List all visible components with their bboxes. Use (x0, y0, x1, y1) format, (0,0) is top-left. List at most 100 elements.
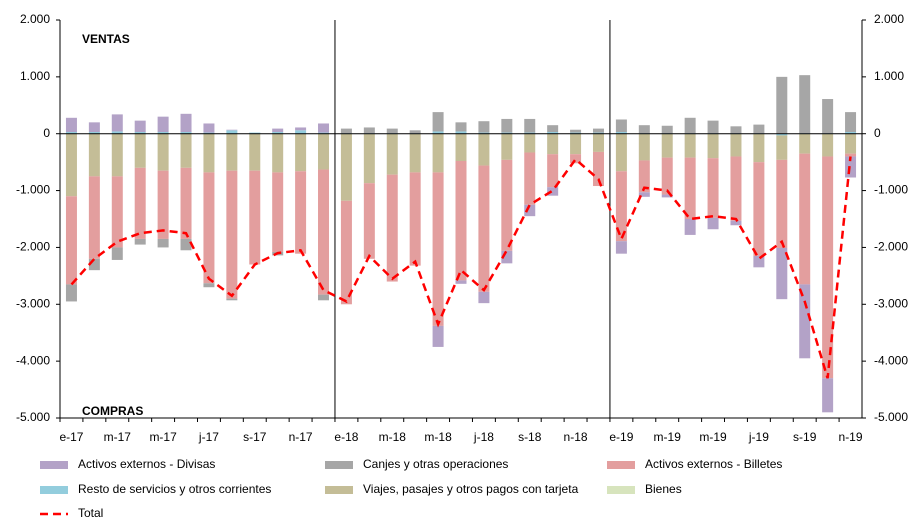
x-tick-label: s-19 (793, 430, 817, 444)
bar (455, 131, 467, 134)
bar (776, 247, 788, 300)
bar (111, 114, 123, 132)
x-tick-label: e-17 (59, 430, 83, 444)
bar (592, 133, 604, 152)
bar (776, 76, 788, 134)
bar (88, 258, 100, 271)
bar (478, 133, 490, 166)
y2-tick-label: 1.000 (874, 69, 904, 83)
bar (111, 176, 123, 248)
bar (845, 112, 857, 133)
x-tick-label: e-18 (334, 430, 358, 444)
bar (226, 129, 238, 131)
y-tick-label: -3.000 (16, 296, 50, 310)
bar (111, 131, 123, 134)
bar (570, 154, 582, 164)
bar (111, 247, 123, 260)
total-line (70, 156, 852, 379)
y-tick-label: -4.000 (16, 353, 50, 367)
bar (157, 132, 169, 134)
bar (638, 192, 650, 197)
bar (180, 133, 192, 168)
x-tick-label: m-19 (699, 430, 727, 444)
bar (134, 133, 146, 168)
legend-label: Resto de servicios y otros corrientes (78, 482, 271, 496)
legend-swatch (607, 486, 635, 494)
legend-label: Canjes y otras operaciones (363, 457, 508, 471)
bar (180, 238, 192, 251)
bar (478, 291, 490, 304)
bar (822, 99, 834, 134)
legend-label: Activos externos - Divisas (78, 457, 215, 471)
bar (226, 170, 238, 299)
bar (409, 130, 421, 134)
bar (295, 171, 307, 254)
bar (661, 133, 673, 158)
legend-label: Bienes (645, 482, 682, 496)
bar (295, 127, 307, 131)
bar (753, 255, 765, 268)
bar (455, 161, 467, 281)
bar (501, 250, 513, 264)
y2-tick-label: -3.000 (874, 296, 908, 310)
bar (684, 133, 696, 158)
x-tick-label: j-18 (473, 430, 494, 444)
y-tick-label: 0 (43, 126, 50, 140)
y-tick-label: 2.000 (20, 12, 50, 26)
legend-label: Activos externos - Billetes (645, 457, 782, 471)
bar (134, 120, 146, 133)
bar (157, 116, 169, 133)
bar (203, 132, 215, 134)
x-tick-label: n-17 (289, 430, 313, 444)
bar (547, 154, 559, 188)
bar (615, 119, 627, 133)
bar (547, 133, 559, 155)
bar (799, 133, 811, 154)
annotation-ventas: VENTAS (82, 32, 130, 46)
bar (272, 128, 284, 133)
bar (776, 159, 788, 248)
y2-tick-label: -5.000 (874, 410, 908, 424)
bar (592, 128, 604, 133)
bar (88, 176, 100, 259)
bar (707, 120, 719, 134)
bar (318, 133, 330, 170)
bar (592, 151, 604, 187)
x-tick-label: s-17 (243, 430, 267, 444)
bar (524, 133, 536, 153)
legend-swatch (607, 461, 635, 469)
bar (340, 200, 352, 305)
bar (318, 123, 330, 133)
bar (363, 127, 375, 134)
bar (157, 170, 169, 239)
bar (776, 133, 788, 136)
bar (661, 157, 673, 195)
x-tick-label: n-18 (564, 430, 588, 444)
bar (753, 133, 765, 163)
bar (730, 126, 742, 134)
bar (272, 132, 284, 134)
x-tick-label: m-18 (379, 430, 407, 444)
x-tick-label: m-17 (104, 430, 132, 444)
bar (409, 172, 421, 266)
y-tick-label: -1.000 (16, 183, 50, 197)
bar (295, 133, 307, 172)
bar (501, 133, 513, 160)
bar (386, 133, 398, 175)
bar (340, 128, 352, 134)
bar (226, 298, 238, 301)
bar (363, 183, 375, 259)
bar (318, 294, 330, 301)
y2-tick-label: 2.000 (874, 12, 904, 26)
bar (615, 171, 627, 242)
bar (203, 283, 215, 288)
bar (501, 132, 513, 134)
x-tick-label: s-18 (518, 430, 542, 444)
bar (180, 167, 192, 239)
y2-tick-label: -1.000 (874, 183, 908, 197)
x-tick-label: e-19 (609, 430, 633, 444)
bar (432, 133, 444, 173)
bar (88, 122, 100, 133)
bar (615, 241, 627, 254)
bar (799, 153, 811, 285)
